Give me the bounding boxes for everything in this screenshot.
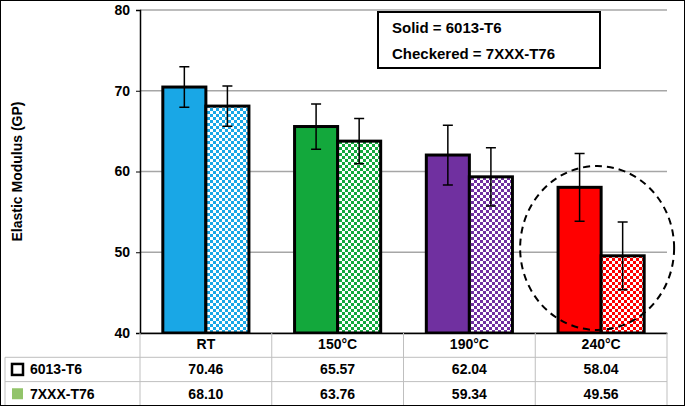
table-value: 62.04 <box>452 361 487 377</box>
legend-label: 7XXX-T76 <box>30 386 95 402</box>
annotation-text: Checkered = 7XXX-T76 <box>392 45 555 62</box>
table-value: 70.46 <box>188 361 223 377</box>
y-tick: 60 <box>114 163 140 179</box>
y-tick: 50 <box>114 244 140 260</box>
y-axis: 40 50 60 70 80 <box>114 2 140 341</box>
y-tick-label: 50 <box>114 244 130 260</box>
bar <box>163 87 206 333</box>
y-tick-mark <box>136 172 140 173</box>
table-line <box>271 333 272 405</box>
x-tick-label: RT <box>197 336 216 352</box>
table-value: 68.10 <box>188 386 223 402</box>
chart: 40 50 60 70 80 Elastic Modulus (GP) RT 150°C 190… <box>0 0 685 406</box>
grid-line <box>140 9 667 11</box>
table-value: 58.04 <box>584 361 619 377</box>
bar <box>206 106 249 333</box>
error-bar <box>222 86 232 126</box>
y-tick-mark <box>136 252 140 253</box>
table-value: 59.34 <box>452 386 487 402</box>
legend-key <box>12 388 23 399</box>
x-tick: 150°C <box>318 336 357 352</box>
y-tick: 80 <box>114 2 140 18</box>
y-tick-label: 40 <box>114 325 130 341</box>
bar <box>295 127 338 333</box>
legend-key <box>12 364 23 375</box>
table-value: 65.57 <box>320 361 355 377</box>
error-bar <box>618 222 628 290</box>
legend-label: 6013-T6 <box>30 361 82 377</box>
table-line <box>5 381 667 382</box>
x-tick-label: 190°C <box>450 336 489 352</box>
series-1 <box>206 106 644 333</box>
x-tick: 240°C <box>582 336 621 352</box>
y-tick: 70 <box>114 83 140 99</box>
annotation-box: Solid = 6013-T6 Checkered = 7XXX-T76 <box>378 12 600 68</box>
y-tick-label: 60 <box>114 163 130 179</box>
x-tick-label: 150°C <box>318 336 357 352</box>
error-bars-1 <box>222 86 627 290</box>
highlight-circle <box>520 166 674 330</box>
table-value: 63.76 <box>320 386 355 402</box>
error-bar <box>575 153 585 221</box>
bar <box>338 141 381 333</box>
error-bars-0 <box>179 67 584 221</box>
x-tick: RT <box>197 336 216 352</box>
table-value: 49.56 <box>584 386 619 402</box>
y-tick-label: 80 <box>114 2 130 18</box>
table-line <box>667 333 668 405</box>
y-axis-line <box>136 11 141 334</box>
y-tick-mark <box>136 10 140 11</box>
y-tick-mark <box>136 333 140 334</box>
error-bar <box>443 125 453 185</box>
error-bar <box>179 67 189 107</box>
x-tick-label: 240°C <box>582 336 621 352</box>
y-tick-mark <box>136 91 140 92</box>
y-tick-label: 70 <box>114 83 130 99</box>
data-table: 6013-T6 70.46 65.57 62.04 58.04 7XXX-T76 68.10… <box>5 333 667 405</box>
grid-line <box>140 90 667 92</box>
error-bar <box>486 148 496 206</box>
x-tick: 190°C <box>450 336 489 352</box>
frame <box>1 1 685 406</box>
plot-area <box>163 67 644 333</box>
error-bar <box>354 119 364 164</box>
table-line <box>5 357 667 358</box>
y-axis-title: Elastic Modulus (GP) <box>9 101 25 241</box>
annotation-text: Solid = 6013-T6 <box>392 19 502 36</box>
table-line <box>5 357 6 405</box>
y-tick: 40 <box>114 325 140 341</box>
table-line <box>140 333 141 405</box>
error-bar <box>311 104 321 149</box>
table-line <box>403 333 404 405</box>
grid <box>140 10 667 333</box>
annotation-frame <box>378 12 600 68</box>
table-line <box>535 333 536 405</box>
